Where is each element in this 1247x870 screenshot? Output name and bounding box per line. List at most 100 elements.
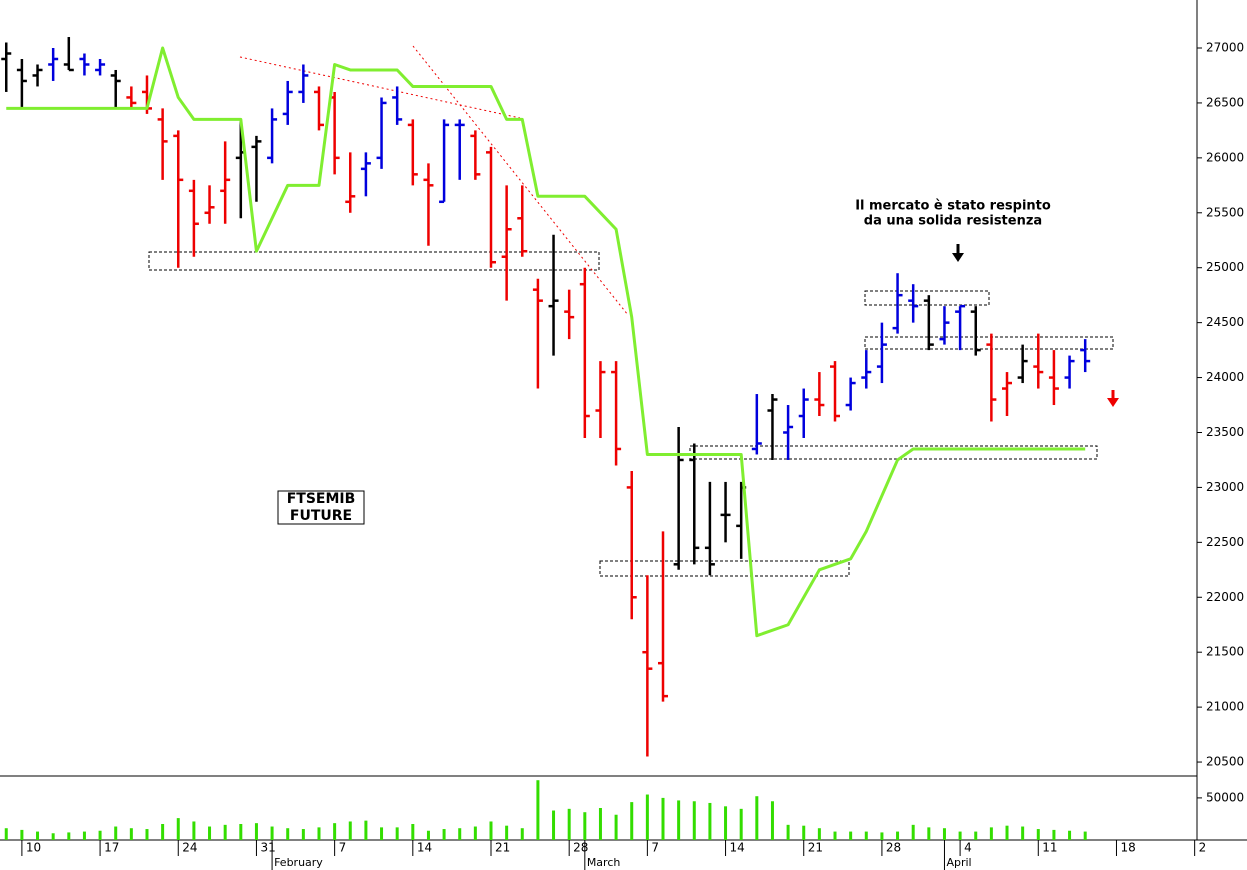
volume-bar (552, 810, 556, 840)
volume-bar (786, 824, 790, 840)
y-tick-label: 25000 (1206, 260, 1244, 274)
month-label: March (587, 856, 621, 869)
volume-bar (380, 827, 384, 840)
trend-line (412, 45, 629, 316)
volume-bar (1052, 829, 1056, 840)
x-tick-label: 14 (730, 841, 745, 855)
volume-bar (692, 801, 696, 840)
volume-bar (254, 823, 258, 840)
volume-bar (239, 824, 243, 840)
y-tick-label: 21000 (1206, 700, 1244, 714)
y-tick-label: 20500 (1206, 755, 1244, 769)
volume-bar (442, 829, 446, 840)
volume-bar (176, 818, 180, 840)
volume-bar (724, 806, 728, 840)
y-tick-label: 50000 (1206, 790, 1244, 804)
volume-bar (20, 829, 24, 840)
y-tick-label: 22500 (1206, 535, 1244, 549)
volume-bar (849, 831, 853, 840)
y-tick-label: 27000 (1206, 41, 1244, 55)
volume-bar (974, 831, 978, 840)
volume-bar (755, 796, 759, 840)
volume-bar (411, 824, 415, 840)
volume-bar (98, 830, 102, 840)
volume-bar (770, 801, 774, 840)
arrows (952, 244, 1119, 407)
zone (599, 560, 850, 577)
x-tick-label: 31 (260, 841, 275, 855)
x-tick-label: 21 (808, 841, 823, 855)
x-tick-label: 28 (886, 841, 901, 855)
support-line (6, 46, 1086, 638)
volume-bar (583, 812, 587, 840)
annotation: da una solida resistenza (864, 214, 1042, 229)
label-box (277, 490, 365, 525)
volume-bar (286, 828, 290, 840)
y-tick-label: 24000 (1206, 370, 1244, 384)
volume-bar (4, 828, 8, 840)
volume-bar (614, 814, 618, 840)
volume-bar (82, 831, 86, 840)
volume-bar (817, 828, 821, 840)
chart-label: FTSEMIB (287, 491, 356, 507)
volume-bar (192, 821, 196, 840)
volume-bar (536, 780, 540, 840)
volume-bar (1036, 829, 1040, 840)
volume-bar (426, 830, 430, 840)
volume-bar (145, 829, 149, 840)
volume-bar (364, 820, 368, 840)
x-tick-label: 21 (495, 841, 510, 855)
volume-bar (317, 827, 321, 840)
y-tick-label: 26500 (1206, 95, 1244, 109)
month-label: April (946, 856, 971, 869)
volume-bar (208, 826, 212, 840)
volume-bar (1005, 825, 1009, 840)
volume-bar (802, 825, 806, 840)
volume-bar (458, 828, 462, 840)
volume-bar (114, 826, 118, 840)
x-tick-label: 2 (1199, 841, 1207, 855)
volume-bar (36, 831, 40, 840)
volume-bar (129, 828, 133, 840)
volume-bar (301, 829, 305, 840)
volume-bar (989, 827, 993, 840)
volume-bar (51, 833, 55, 840)
volume-bar (161, 824, 165, 840)
volume-bar (927, 827, 931, 840)
volume-bar (489, 821, 493, 840)
volume-bar (630, 802, 634, 840)
volume-bar (1068, 830, 1072, 840)
volume-bar (520, 828, 524, 840)
y-tick-label: 25500 (1206, 205, 1244, 219)
volume-bar (677, 800, 681, 840)
volume-bar (67, 832, 71, 840)
volume-bar (833, 831, 837, 840)
volume-bar (880, 832, 884, 840)
month-label: February (274, 856, 323, 869)
x-tick-label: 14 (417, 841, 432, 855)
volume-bar (896, 831, 900, 840)
zones (148, 251, 1114, 577)
volume-bar (348, 821, 352, 840)
volume-bar (958, 831, 962, 840)
x-tick-label: 18 (1120, 841, 1135, 855)
volume-bar (739, 808, 743, 840)
volume-bar (864, 831, 868, 840)
y-tick-label: 23500 (1206, 425, 1244, 439)
y-tick-label: 23000 (1206, 480, 1244, 494)
y-tick-label: 24500 (1206, 315, 1244, 329)
x-tick-label: 11 (1042, 841, 1057, 855)
y-tick-label: 21500 (1206, 645, 1244, 659)
volume-bar (1083, 831, 1087, 840)
volume-bar (223, 824, 227, 840)
volume-bar (645, 794, 649, 840)
volume-bar (270, 826, 274, 840)
x-tick-label: 7 (339, 841, 347, 855)
zone (864, 290, 990, 306)
x-tick-label: 28 (573, 841, 588, 855)
volume-bar (708, 802, 712, 840)
annotation: Il mercato è stato respinto (855, 199, 1051, 214)
